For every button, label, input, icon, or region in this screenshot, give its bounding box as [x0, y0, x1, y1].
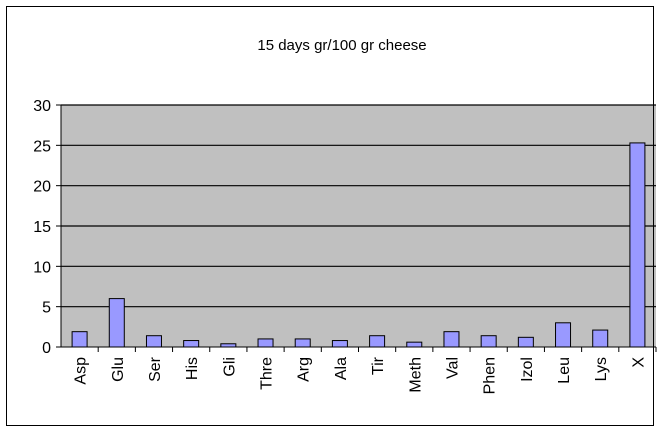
- x-tick-label: Ser: [147, 356, 164, 382]
- x-tick-label: Gli: [221, 357, 238, 377]
- bar-meth: [406, 341, 423, 348]
- bar-thre: [257, 338, 274, 348]
- y-tick-label: 10: [33, 259, 51, 276]
- y-tick-label: 0: [42, 340, 51, 357]
- x-tick-label: Lys: [593, 357, 610, 381]
- x-tick-label: Izol: [519, 357, 536, 382]
- x-tick-label: Tir: [370, 356, 387, 375]
- bar-his: [183, 340, 200, 348]
- x-tick-label: Asp: [73, 357, 90, 385]
- bar-x: [629, 142, 646, 348]
- bar-glu: [108, 298, 125, 348]
- chart-border: [6, 6, 654, 426]
- bar-ser: [145, 335, 162, 348]
- x-tick-label: Ala: [333, 357, 350, 380]
- bar-ala: [331, 340, 348, 348]
- bar-phen: [480, 335, 497, 348]
- x-tick-label: X: [630, 357, 647, 368]
- bar-arg: [294, 338, 311, 348]
- y-tick-label: 30: [33, 98, 51, 115]
- x-tick-label: Thre: [259, 357, 276, 390]
- x-tick-label: Val: [444, 357, 461, 379]
- y-tick-label: 5: [42, 300, 51, 317]
- x-tick-label: Glu: [110, 357, 127, 382]
- bar-lys: [592, 329, 609, 348]
- bar-asp: [71, 331, 88, 348]
- x-tick-label: Meth: [407, 357, 424, 393]
- y-tick-label: 15: [33, 219, 51, 236]
- x-tick-label: Arg: [296, 357, 313, 382]
- bar-leu: [555, 322, 572, 348]
- x-tick-label: Leu: [556, 357, 573, 384]
- bar-izol: [517, 336, 534, 348]
- x-tick-label: Phen: [482, 357, 499, 394]
- y-tick-label: 20: [33, 179, 51, 196]
- plot-area: 0 5 10 15 20 25 30 Asp Glu Ser His Gli Thre Arg Ala Tir…: [33, 98, 657, 394]
- x-tick-label: His: [184, 357, 201, 380]
- bar-gli: [220, 343, 237, 348]
- y-tick-label: 25: [33, 138, 51, 155]
- chart-title: 15 days gr/100 gr cheese: [257, 37, 426, 54]
- bar-val: [443, 331, 460, 348]
- bar-tir: [369, 335, 386, 348]
